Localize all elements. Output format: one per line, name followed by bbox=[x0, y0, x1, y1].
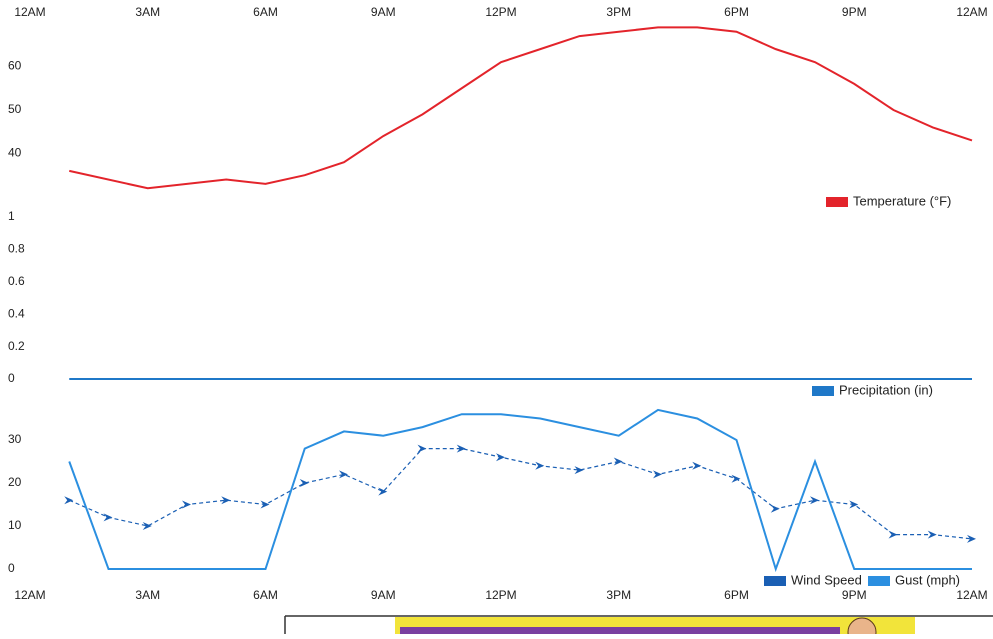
x-tick-label: 3AM bbox=[135, 588, 160, 602]
y-tick-label: 0.6 bbox=[8, 274, 25, 288]
legend-swatch bbox=[764, 576, 786, 586]
y-tick-label: 0 bbox=[8, 561, 15, 575]
x-tick-label: 12AM bbox=[14, 588, 45, 602]
x-tick-label: 12AM bbox=[956, 5, 987, 19]
wind-arrow bbox=[103, 513, 113, 522]
wind-arrow bbox=[731, 474, 741, 483]
legend-swatch bbox=[812, 386, 834, 396]
x-tick-label: 9PM bbox=[842, 588, 867, 602]
wind-arrow bbox=[260, 500, 270, 509]
x-tick-label: 12PM bbox=[485, 5, 516, 19]
legend-label: Temperature (°F) bbox=[853, 193, 951, 208]
y-tick-label: 0 bbox=[8, 371, 15, 385]
wind-arrow bbox=[692, 461, 702, 470]
wind-arrow bbox=[456, 444, 466, 453]
x-tick-label: 6PM bbox=[724, 588, 749, 602]
wind-arrow bbox=[967, 534, 976, 543]
x-tick-label: 9AM bbox=[371, 5, 396, 19]
wind-arrow bbox=[770, 504, 780, 513]
y-tick-label: 0.8 bbox=[8, 242, 25, 256]
wind-arrow bbox=[849, 500, 859, 509]
footer-decoration bbox=[284, 615, 993, 639]
y-tick-label: 40 bbox=[8, 146, 22, 160]
x-tick-label: 6AM bbox=[253, 5, 278, 19]
x-tick-label: 9AM bbox=[371, 588, 396, 602]
wind-arrow bbox=[613, 457, 623, 466]
wind-arrow bbox=[888, 530, 898, 539]
wind-arrow bbox=[182, 500, 191, 509]
series-line bbox=[68, 408, 972, 573]
wind-arrow bbox=[927, 530, 937, 539]
x-tick-label: 3AM bbox=[135, 5, 160, 19]
wind-arrow bbox=[142, 522, 152, 530]
wind-arrow bbox=[64, 496, 74, 505]
legend-swatch bbox=[826, 197, 848, 207]
wind-arrow bbox=[339, 470, 348, 479]
series-line bbox=[69, 26, 973, 190]
y-tick-label: 0.2 bbox=[8, 339, 25, 353]
wind-arrow bbox=[221, 496, 231, 505]
x-tick-label: 9PM bbox=[842, 5, 867, 19]
x-tick-label: 12AM bbox=[956, 588, 987, 602]
wind-arrow bbox=[535, 461, 545, 470]
wind-arrow bbox=[810, 496, 819, 505]
wind-arrow bbox=[496, 453, 505, 462]
x-tick-label: 12PM bbox=[485, 588, 516, 602]
y-tick-label: 60 bbox=[8, 59, 22, 73]
x-tick-label: 6AM bbox=[253, 588, 278, 602]
series-line bbox=[69, 448, 973, 540]
x-tick-label: 6PM bbox=[724, 5, 749, 19]
wind-arrow bbox=[653, 470, 662, 479]
legend-label: Precipitation (in) bbox=[839, 382, 933, 397]
x-tick-label: 12AM bbox=[14, 5, 45, 19]
wind-arrow bbox=[299, 479, 309, 487]
y-tick-label: 30 bbox=[8, 432, 22, 446]
x-tick-label: 3PM bbox=[606, 5, 631, 19]
legend-label: Gust (mph) bbox=[895, 572, 960, 587]
wind-arrow bbox=[378, 487, 388, 496]
legend-label: Wind Speed bbox=[791, 572, 862, 587]
wind-arrow bbox=[574, 466, 584, 475]
y-tick-label: 0.4 bbox=[8, 306, 25, 320]
x-tick-label: 3PM bbox=[606, 588, 631, 602]
y-tick-label: 50 bbox=[8, 102, 22, 116]
banner-band bbox=[400, 627, 840, 634]
y-tick-label: 1 bbox=[8, 209, 15, 223]
wind-arrow bbox=[417, 444, 427, 453]
y-tick-label: 20 bbox=[8, 475, 22, 489]
y-tick-label: 10 bbox=[8, 518, 22, 532]
legend-swatch bbox=[868, 576, 890, 586]
